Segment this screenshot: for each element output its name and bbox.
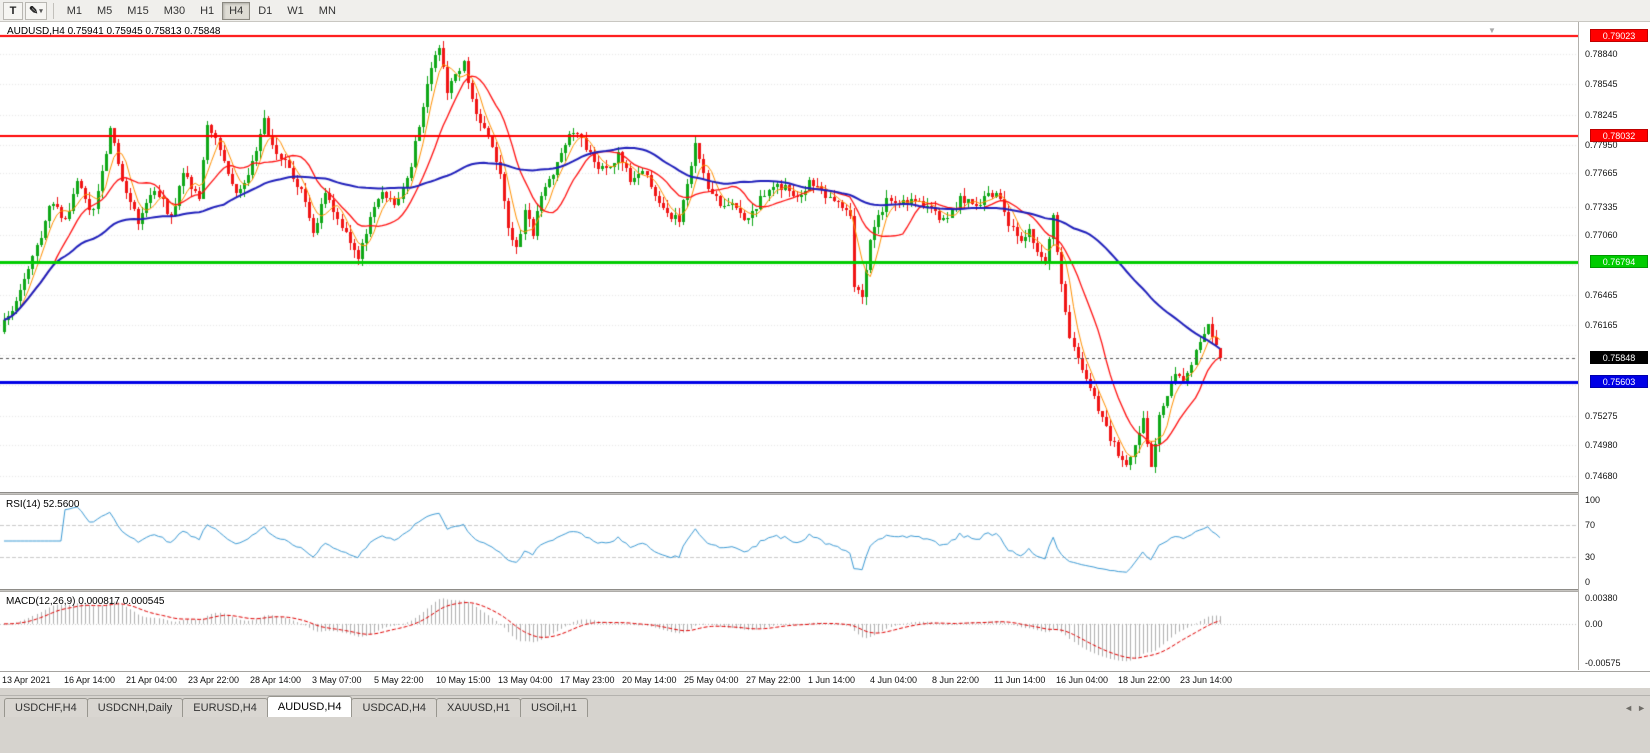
time-label: 21 Apr 04:00	[126, 675, 178, 685]
chart-tab-usdcad-h4[interactable]: USDCAD,H4	[351, 698, 438, 717]
tab-scroll-right-icon[interactable]: ►	[1637, 703, 1646, 713]
price-tick-label: 0.77335	[1585, 202, 1618, 212]
toolbar-separator	[52, 2, 54, 19]
time-label: 25 May 04:00	[684, 675, 739, 685]
time-label: 16 Apr 14:00	[64, 675, 116, 685]
timeframe-w1[interactable]: W1	[280, 2, 311, 20]
chart-tab-audusd-h4[interactable]: AUDUSD,H4	[266, 696, 353, 717]
rsi-indicator-canvas[interactable]	[0, 495, 1578, 589]
price-tick-label: 0.78545	[1585, 79, 1618, 89]
price-line-badge: 0.78032	[1590, 129, 1648, 142]
price-axis[interactable]: 0.78840 0.78545 0.78245 0.77950 0.77665 0.773…	[1578, 22, 1650, 670]
tab-scroll-controls: ◄ ►	[1624, 703, 1646, 717]
timeframe-m1[interactable]: M1	[60, 2, 89, 20]
toolbar-button-t[interactable]: T	[3, 1, 23, 20]
timeframe-m5[interactable]: M5	[90, 2, 119, 20]
chart-title: AUDUSD,H4 0.75941 0.75945 0.75813 0.7584…	[7, 26, 221, 37]
time-label: 10 May 15:00	[436, 675, 491, 685]
last-price-badge: 0.75848	[1590, 351, 1648, 364]
price-line-badge: 0.75603	[1590, 375, 1648, 388]
pane-separator[interactable]	[0, 589, 1650, 592]
chart-tab-usdcnh-daily[interactable]: USDCNH,Daily	[86, 698, 184, 717]
chart-tab-usoil-h1[interactable]: USOil,H1	[520, 698, 588, 717]
chart-tab-usdchf-h4[interactable]: USDCHF,H4	[4, 698, 88, 717]
timeframe-toolbar: M1 M5 M15 M30 H1 H4 D1 W1 MN	[60, 1, 343, 20]
price-tick-label: 0.77950	[1585, 140, 1618, 150]
price-tick-label: 0.77665	[1585, 168, 1618, 178]
timeframe-m15[interactable]: M15	[120, 2, 155, 20]
time-label: 23 Apr 22:00	[188, 675, 240, 685]
rsi-indicator-label: RSI(14) 52.5600	[6, 499, 80, 510]
chart-tab-eurusd-h4[interactable]: EURUSD,H4	[182, 698, 268, 717]
time-label: 28 Apr 14:00	[250, 675, 302, 685]
tab-scroll-left-icon[interactable]: ◄	[1624, 703, 1634, 713]
timeframe-m30[interactable]: M30	[157, 2, 192, 20]
time-axis[interactable]: 13 Apr 2021 16 Apr 14:00 21 Apr 04:00 23 Ap…	[0, 671, 1650, 688]
time-label: 3 May 07:00	[312, 675, 362, 685]
timeframe-h4[interactable]: H4	[222, 1, 251, 20]
price-line-badge: 0.76794	[1590, 255, 1648, 268]
time-label: 17 May 23:00	[560, 675, 615, 685]
rsi-level-label: 100	[1585, 495, 1601, 505]
time-label: 13 Apr 2021	[2, 675, 51, 685]
chart-tab-xauusd-h1[interactable]: XAUUSD,H1	[436, 698, 521, 717]
chevron-down-icon: ▾	[39, 7, 43, 15]
price-line-badge: 0.79023	[1590, 29, 1648, 42]
time-label: 8 Jun 22:00	[932, 675, 980, 685]
time-label: 20 May 14:00	[622, 675, 677, 685]
rsi-level-label: 0	[1585, 577, 1591, 587]
price-tick-label: 0.74680	[1585, 471, 1618, 481]
time-label: 18 Jun 22:00	[1118, 675, 1171, 685]
crayon-draw-button[interactable]: ✎ ▾	[25, 1, 47, 20]
chart-window[interactable]: AUDUSD,H4 0.75941 0.75945 0.75813 0.7584…	[0, 22, 1650, 688]
price-tick-label: 0.77060	[1585, 230, 1618, 240]
macd-level-label: 0.00	[1585, 619, 1603, 629]
time-label: 1 Jun 14:00	[808, 675, 856, 685]
top-toolbar: T ✎ ▾ M1 M5 M15 M30 H1 H4 D1 W1 MN	[0, 0, 1650, 22]
price-tick-label: 0.78840	[1585, 49, 1618, 59]
price-tick-label: 0.75275	[1585, 411, 1618, 421]
timeframe-d1[interactable]: D1	[251, 2, 279, 20]
time-label: 4 Jun 04:00	[870, 675, 918, 685]
timeframe-mn[interactable]: MN	[312, 2, 343, 20]
time-label: 27 May 22:00	[746, 675, 801, 685]
macd-indicator-label: MACD(12,26,9) 0.000817 0.000545	[6, 596, 165, 607]
price-tick-label: 0.78245	[1585, 110, 1618, 120]
macd-level-label: 0.00380	[1585, 593, 1618, 603]
macd-level-label: -0.00575	[1585, 658, 1621, 668]
pencil-icon: ✎	[29, 5, 39, 17]
timeframe-h1[interactable]: H1	[193, 2, 221, 20]
time-label: 13 May 04:00	[498, 675, 553, 685]
rsi-level-label: 30	[1585, 552, 1596, 562]
price-tick-label: 0.74980	[1585, 440, 1618, 450]
time-label: 23 Jun 14:00	[1180, 675, 1233, 685]
pane-separator[interactable]	[0, 492, 1650, 495]
time-label: 16 Jun 04:00	[1056, 675, 1109, 685]
macd-indicator-canvas[interactable]	[0, 592, 1578, 670]
chart-shift-marker[interactable]: ▼	[1488, 26, 1496, 35]
rsi-level-label: 70	[1585, 520, 1596, 530]
chart-tab-bar: USDCHF,H4 USDCNH,Daily EURUSD,H4 AUDUSD,H4 U…	[0, 695, 1650, 717]
price-tick-label: 0.76165	[1585, 320, 1618, 330]
chart-tab-list: USDCHF,H4 USDCNH,Daily EURUSD,H4 AUDUSD,H4 U…	[4, 696, 588, 717]
time-label: 5 May 22:00	[374, 675, 424, 685]
price-tick-label: 0.76465	[1585, 290, 1618, 300]
price-chart-canvas[interactable]	[0, 22, 1578, 492]
time-label: 11 Jun 14:00	[994, 675, 1046, 685]
